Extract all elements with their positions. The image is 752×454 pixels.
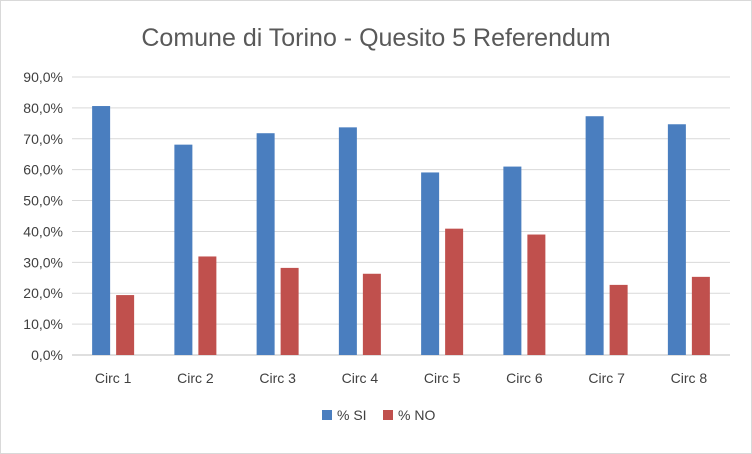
x-tick-label: Circ 5 bbox=[424, 370, 461, 386]
bar-no bbox=[198, 256, 217, 355]
legend: % SI % NO bbox=[322, 407, 435, 423]
bar-no bbox=[527, 234, 546, 355]
legend-item: % SI bbox=[322, 407, 367, 423]
chart-title: Comune di Torino - Quesito 5 Referendum bbox=[141, 24, 610, 52]
x-tick-label: Circ 2 bbox=[177, 370, 214, 386]
x-tick-label: Circ 8 bbox=[671, 370, 708, 386]
x-tick-label: Circ 4 bbox=[342, 370, 379, 386]
y-axis-ticks: 0,0% 10,0% 20,0% 30,0% 40,0% 50,0% 60,0% 70,0% 8… bbox=[23, 69, 63, 363]
bar-si bbox=[667, 124, 686, 355]
y-tick-label: 30,0% bbox=[23, 254, 63, 270]
y-tick-label: 50,0% bbox=[23, 193, 63, 209]
x-tick-label: Circ 6 bbox=[506, 370, 543, 386]
legend-item: % NO bbox=[383, 407, 435, 423]
bar-no bbox=[362, 273, 381, 355]
y-tick-label: 0,0% bbox=[31, 347, 63, 363]
legend-swatch bbox=[383, 410, 393, 420]
x-tick-label: Circ 3 bbox=[259, 370, 296, 386]
y-tick-label: 60,0% bbox=[23, 162, 63, 178]
y-tick-label: 40,0% bbox=[23, 223, 63, 239]
bar-no bbox=[609, 284, 628, 355]
bar-no bbox=[445, 228, 464, 355]
bar-si bbox=[585, 116, 604, 356]
y-tick-label: 10,0% bbox=[23, 316, 63, 332]
gridlines bbox=[72, 76, 730, 356]
bar-no bbox=[691, 276, 710, 355]
x-tick-label: Circ 1 bbox=[95, 370, 132, 386]
bar-si bbox=[421, 172, 440, 355]
legend-swatch bbox=[322, 410, 332, 420]
bar-si bbox=[92, 106, 111, 355]
legend-label: % NO bbox=[398, 407, 435, 423]
x-tick-label: Circ 7 bbox=[588, 370, 625, 386]
bar-si bbox=[174, 144, 193, 355]
legend-label: % SI bbox=[337, 407, 367, 423]
y-tick-label: 70,0% bbox=[23, 131, 63, 147]
x-axis-ticks: Circ 1 Circ 2 Circ 3 Circ 4 Circ 5 Circ 6 Circ… bbox=[95, 370, 708, 386]
y-tick-label: 90,0% bbox=[23, 69, 63, 85]
bar-no bbox=[280, 267, 299, 355]
y-tick-label: 80,0% bbox=[23, 100, 63, 116]
y-tick-label: 20,0% bbox=[23, 285, 63, 301]
bar-si bbox=[338, 127, 357, 355]
bars bbox=[92, 106, 710, 356]
bar-si bbox=[256, 133, 275, 355]
bar-si bbox=[503, 166, 522, 355]
bar-no bbox=[116, 295, 135, 355]
